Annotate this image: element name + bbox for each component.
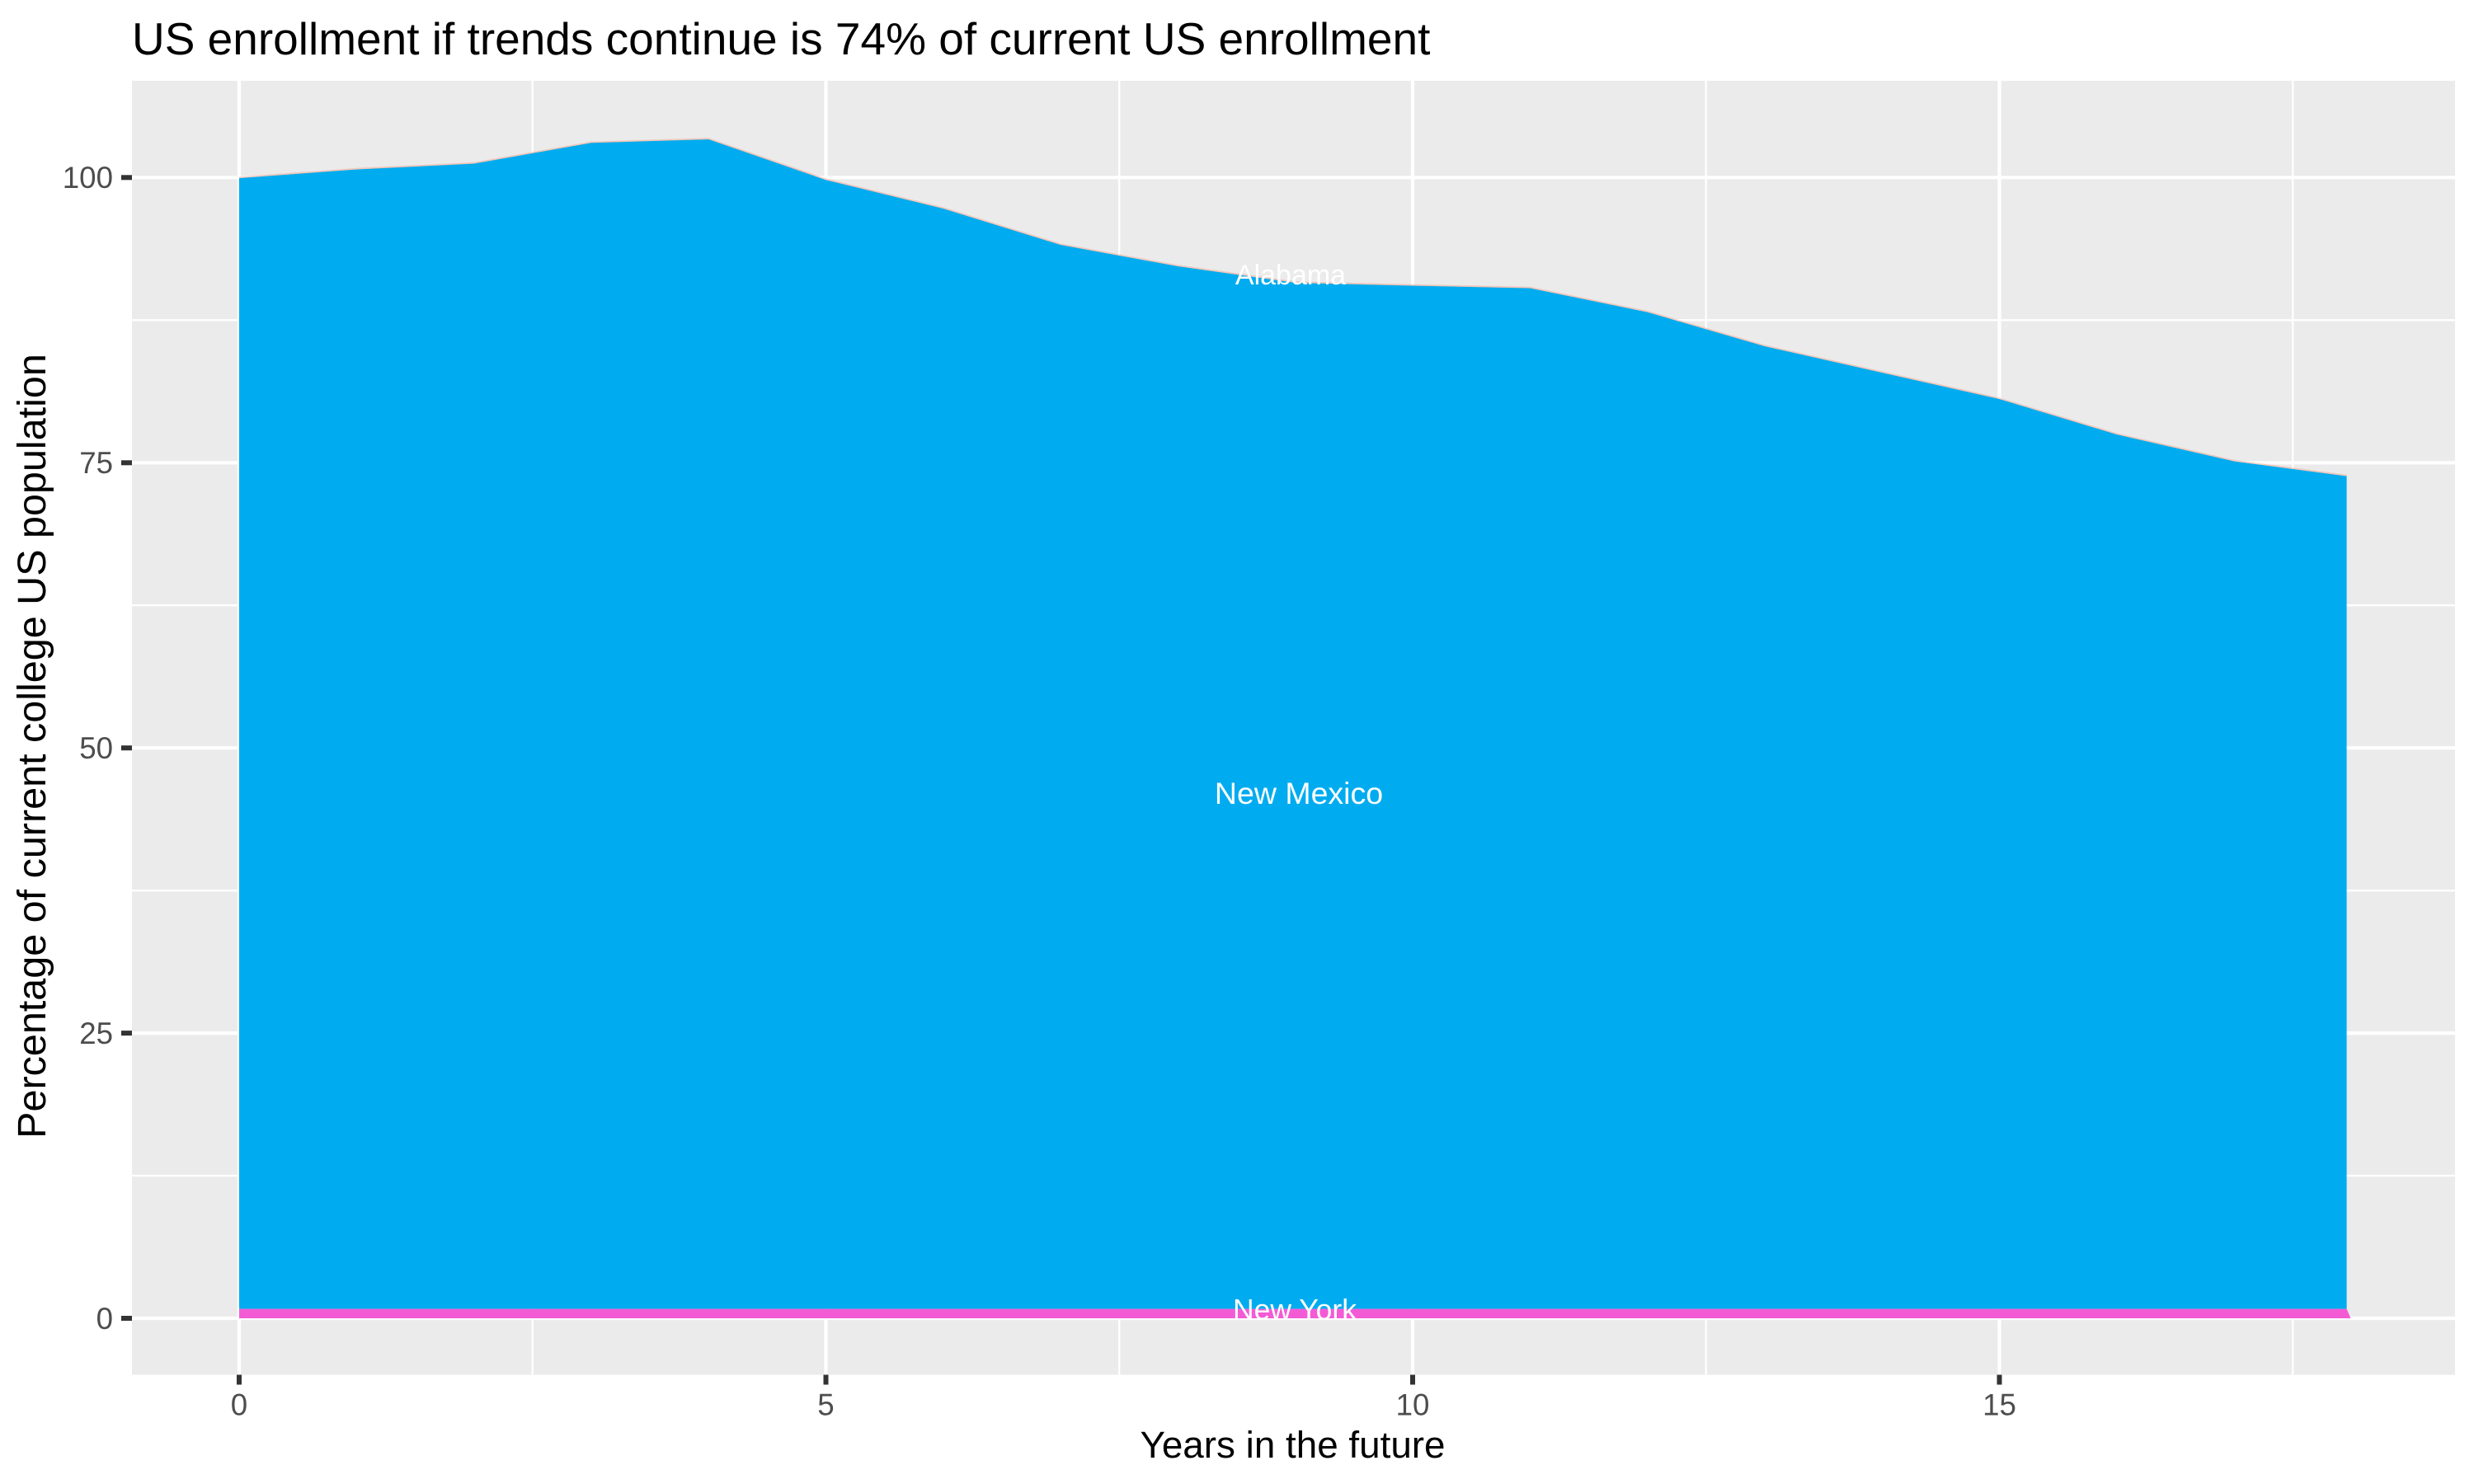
svg-text:5: 5 (817, 1388, 834, 1422)
svg-text:0: 0 (231, 1388, 247, 1422)
svg-text:75: 75 (79, 446, 113, 480)
svg-text:Alabama: Alabama (1235, 260, 1346, 291)
svg-text:25: 25 (79, 1017, 113, 1050)
svg-text:100: 100 (63, 161, 113, 195)
svg-text:Years in the future: Years in the future (1140, 1424, 1445, 1466)
svg-text:10: 10 (1396, 1388, 1430, 1422)
svg-text:Percentage of current college: Percentage of current college US populat… (10, 354, 54, 1139)
svg-text:0: 0 (96, 1302, 113, 1336)
svg-text:New Mexico: New Mexico (1215, 776, 1383, 810)
svg-text:50: 50 (79, 731, 113, 765)
svg-text:New York: New York (1233, 1294, 1357, 1327)
svg-text:15: 15 (1982, 1388, 2016, 1422)
svg-text:US enrollment if trends contin: US enrollment if trends continue is 74% … (132, 13, 1430, 64)
